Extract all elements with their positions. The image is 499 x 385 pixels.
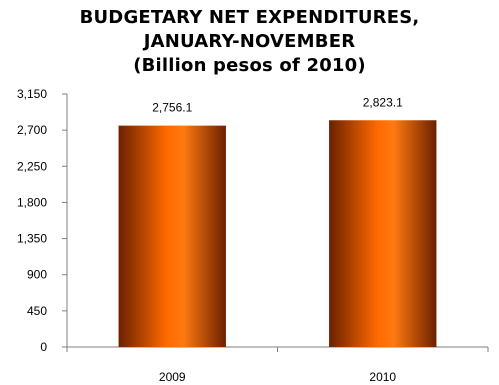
chart-title-line-2: JANUARY-NOVEMBER (143, 31, 356, 52)
bar-2010 (329, 120, 437, 348)
bar-2009 (118, 125, 226, 347)
y-tick-label: 1,800 (17, 195, 47, 209)
y-tick-label: 900 (27, 268, 47, 282)
y-tick-label: 450 (27, 304, 47, 318)
y-tick-label: 2,250 (17, 159, 47, 173)
chart-title-line-3: (Billion pesos of 2010) (133, 55, 366, 76)
y-tick-label: 0 (40, 340, 47, 354)
x-tick-label-2010: 2010 (369, 370, 396, 384)
y-tick-label: 3,150 (17, 87, 47, 101)
data-label-2009: 2,756.1 (152, 101, 192, 115)
chart-title-line-1: BUDGETARY NET EXPENDITURES, (79, 7, 420, 28)
data-label-2010: 2,823.1 (363, 95, 403, 109)
y-tick-label: 2,700 (17, 123, 47, 137)
chart-title: BUDGETARY NET EXPENDITURES, JANUARY-NOVE… (0, 6, 499, 78)
x-tick-label-2009: 2009 (159, 370, 186, 384)
y-tick-label: 1,350 (17, 232, 47, 246)
